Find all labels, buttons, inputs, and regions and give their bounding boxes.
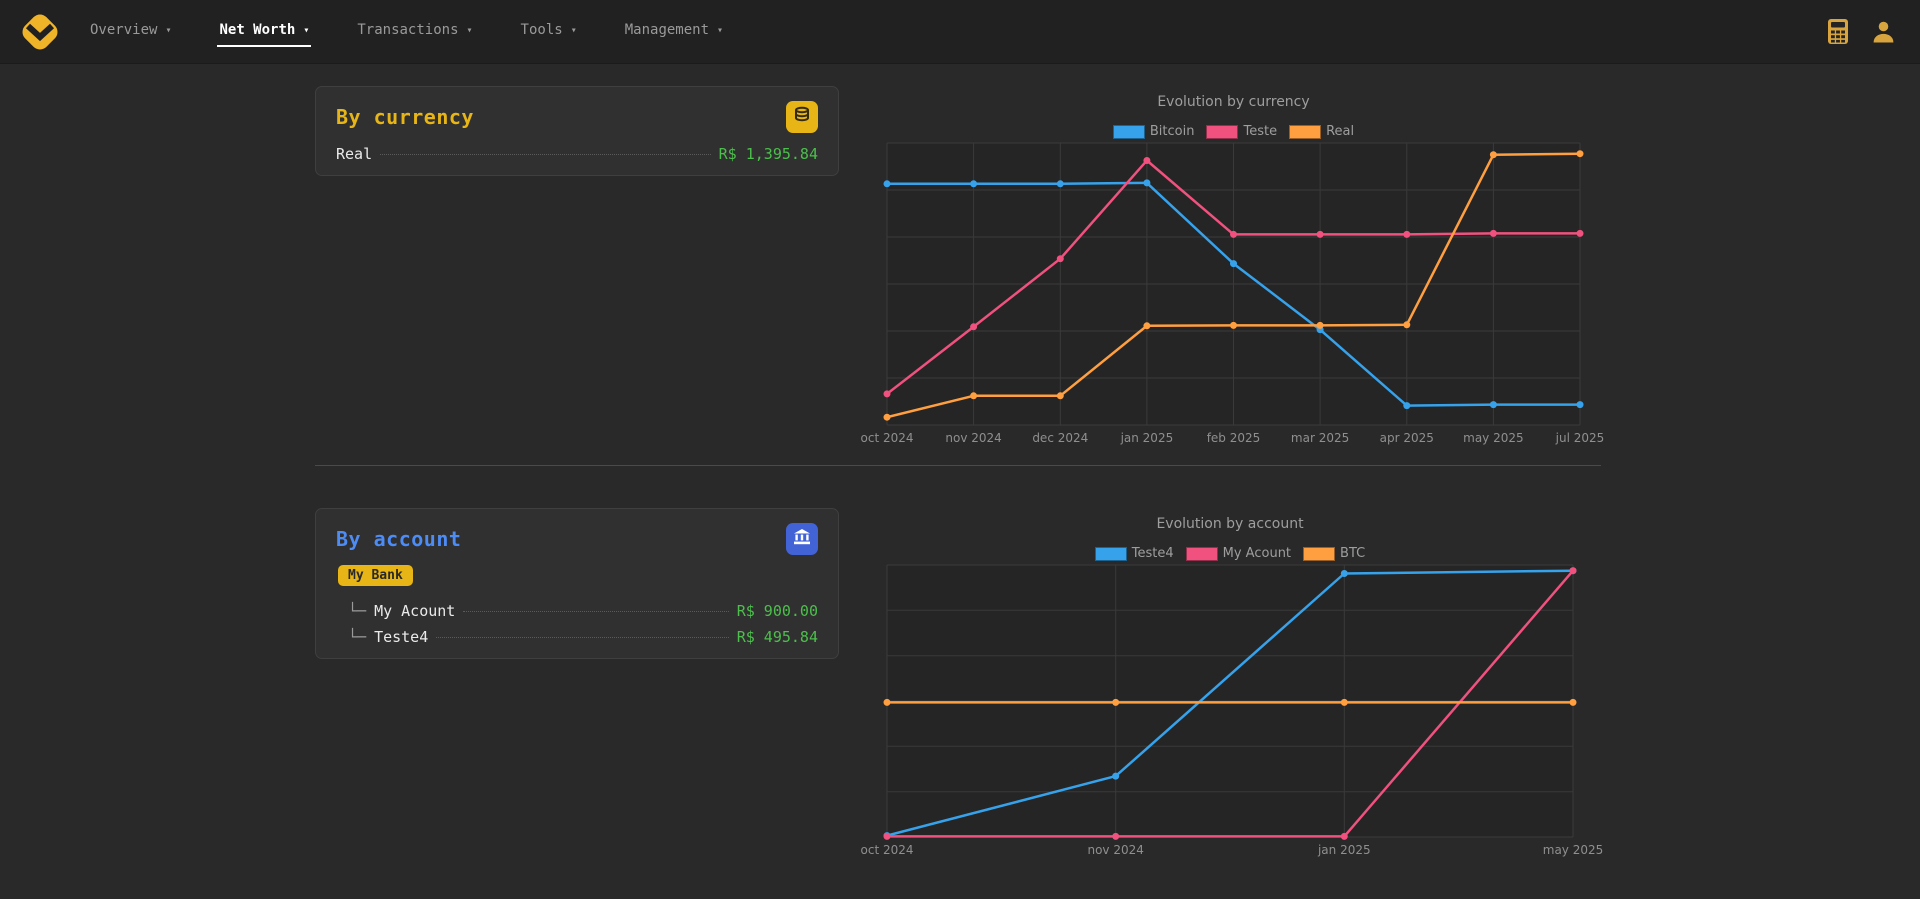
- legend-item-teste4[interactable]: Teste4: [1094, 546, 1174, 561]
- bank-icon: [793, 528, 811, 550]
- legend-item-my-acount[interactable]: My Acount: [1185, 546, 1292, 561]
- row-value: R$ 495.84: [736, 628, 818, 646]
- brand-logo-icon[interactable]: [18, 10, 62, 54]
- svg-text:apr 2025: apr 2025: [1380, 431, 1434, 445]
- row-label: Teste4: [374, 628, 429, 646]
- calculator-icon[interactable]: [1827, 18, 1849, 45]
- chart-legend: Bitcoin Teste Real: [1112, 124, 1354, 139]
- legend-swatch: [1112, 124, 1145, 139]
- evolution-by-account-chart: Evolution by account Teste4 My Acount BTC …: [861, 508, 1604, 863]
- nav-item-net-worth[interactable]: Net Worth ▾: [217, 16, 312, 47]
- nav-item-label: Tools: [520, 22, 563, 38]
- coins-icon-button[interactable]: [786, 101, 818, 133]
- chart-plot-area[interactable]: oct 2024 nov 2024 dec 2024 jan 2025 feb 2025…: [861, 142, 1604, 451]
- svg-text:jan 2025: jan 2025: [1317, 843, 1371, 857]
- nav-item-label: Overview: [90, 22, 158, 38]
- legend-swatch: [1303, 546, 1336, 561]
- by-currency-card: By currency Real R$ 1,395.84: [315, 86, 839, 176]
- svg-text:jan 2025: jan 2025: [1120, 431, 1174, 445]
- balance-row: └─ Teste4 R$ 495.84: [336, 624, 818, 650]
- account-rows: └─ My Acount R$ 900.00 └─ Teste4 R$ 495.84: [336, 598, 818, 650]
- dotted-leader: [463, 611, 729, 612]
- svg-text:may 2025: may 2025: [1463, 431, 1524, 445]
- tree-branch-glyph: └─: [348, 628, 367, 646]
- legend-label: Teste: [1243, 124, 1278, 139]
- legend-label: Bitcoin: [1149, 124, 1195, 139]
- row-value: R$ 1,395.84: [718, 145, 818, 163]
- tree-branch-glyph: └─: [348, 602, 367, 620]
- svg-text:jul 2025: jul 2025: [1555, 431, 1605, 445]
- legend-item-btc[interactable]: BTC: [1303, 546, 1365, 561]
- by-account-header: By account: [336, 523, 818, 555]
- nav-item-tools[interactable]: Tools ▾: [519, 16, 579, 47]
- svg-text:oct 2024: oct 2024: [861, 431, 914, 445]
- svg-text:dec 2024: dec 2024: [1032, 431, 1088, 445]
- svg-text:feb 2025: feb 2025: [1207, 431, 1261, 445]
- nav-item-management[interactable]: Management ▾: [623, 16, 725, 47]
- legend-swatch: [1185, 546, 1218, 561]
- nav-item-label: Transactions: [357, 22, 459, 38]
- section-divider: [315, 465, 1601, 466]
- chart-legend: Teste4 My Acount BTC: [1094, 546, 1365, 561]
- evolution-by-currency-chart: Evolution by currency Bitcoin Teste Real o…: [861, 86, 1605, 451]
- legend-swatch: [1206, 124, 1239, 139]
- legend-swatch: [1289, 124, 1322, 139]
- svg-text:mar 2025: mar 2025: [1291, 431, 1349, 445]
- chart-title: Evolution by account: [1156, 516, 1304, 532]
- chevron-down-icon: ▾: [165, 24, 172, 36]
- by-currency-header: By currency: [336, 101, 818, 133]
- chart-plot-area[interactable]: oct 2024 nov 2024 jan 2025 may 2025: [861, 564, 1603, 863]
- legend-item-real[interactable]: Real: [1289, 124, 1354, 139]
- balance-row: └─ My Acount R$ 900.00: [336, 598, 818, 624]
- legend-label: Teste4: [1131, 546, 1174, 561]
- dotted-leader: [436, 637, 729, 638]
- by-account-card: By account My Bank └─ My: [315, 508, 839, 659]
- legend-label: My Acount: [1222, 546, 1292, 561]
- balance-row: Real R$ 1,395.84: [336, 141, 818, 167]
- svg-text:oct 2024: oct 2024: [861, 843, 914, 857]
- legend-swatch: [1094, 546, 1127, 561]
- navbar-actions: [1827, 18, 1902, 45]
- chevron-down-icon: ▾: [303, 24, 310, 36]
- top-navbar: Overview ▾ Net Worth ▾ Transactions ▾ Tools ▾ Ma…: [0, 0, 1920, 64]
- dotted-leader: [380, 154, 711, 155]
- coins-icon: [793, 106, 811, 128]
- nav-item-label: Management: [624, 22, 710, 38]
- nav-menu: Overview ▾ Net Worth ▾ Transactions ▾ Tools ▾ Ma…: [88, 0, 725, 63]
- currency-rows: Real R$ 1,395.84: [336, 141, 818, 167]
- by-currency-title: By currency: [336, 105, 474, 129]
- chevron-down-icon: ▾: [466, 24, 473, 36]
- chevron-down-icon: ▾: [570, 24, 577, 36]
- by-account-title: By account: [336, 527, 462, 551]
- chart-canvas: oct 2024 nov 2024 jan 2025 may 2025: [861, 564, 1603, 857]
- svg-text:nov 2024: nov 2024: [945, 431, 1001, 445]
- chart-canvas: oct 2024 nov 2024 dec 2024 jan 2025 feb 2025…: [861, 142, 1604, 445]
- nav-item-transactions[interactable]: Transactions ▾: [355, 16, 474, 47]
- svg-text:nov 2024: nov 2024: [1087, 843, 1143, 857]
- bank-icon-button[interactable]: [786, 523, 818, 555]
- legend-item-bitcoin[interactable]: Bitcoin: [1112, 124, 1195, 139]
- legend-label: BTC: [1340, 546, 1366, 561]
- nav-item-label: Net Worth: [219, 22, 296, 38]
- nav-item-overview[interactable]: Overview ▾: [88, 16, 173, 47]
- legend-item-teste[interactable]: Teste: [1206, 124, 1277, 139]
- row-label: My Acount: [374, 602, 456, 620]
- row-label: Real: [336, 145, 373, 163]
- legend-label: Real: [1326, 124, 1355, 139]
- svg-text:may 2025: may 2025: [1543, 843, 1604, 857]
- bank-badge: My Bank: [338, 565, 413, 586]
- user-icon[interactable]: [1871, 19, 1896, 44]
- chart-title: Evolution by currency: [1157, 94, 1310, 110]
- chevron-down-icon: ▾: [717, 24, 724, 36]
- row-value: R$ 900.00: [736, 602, 818, 620]
